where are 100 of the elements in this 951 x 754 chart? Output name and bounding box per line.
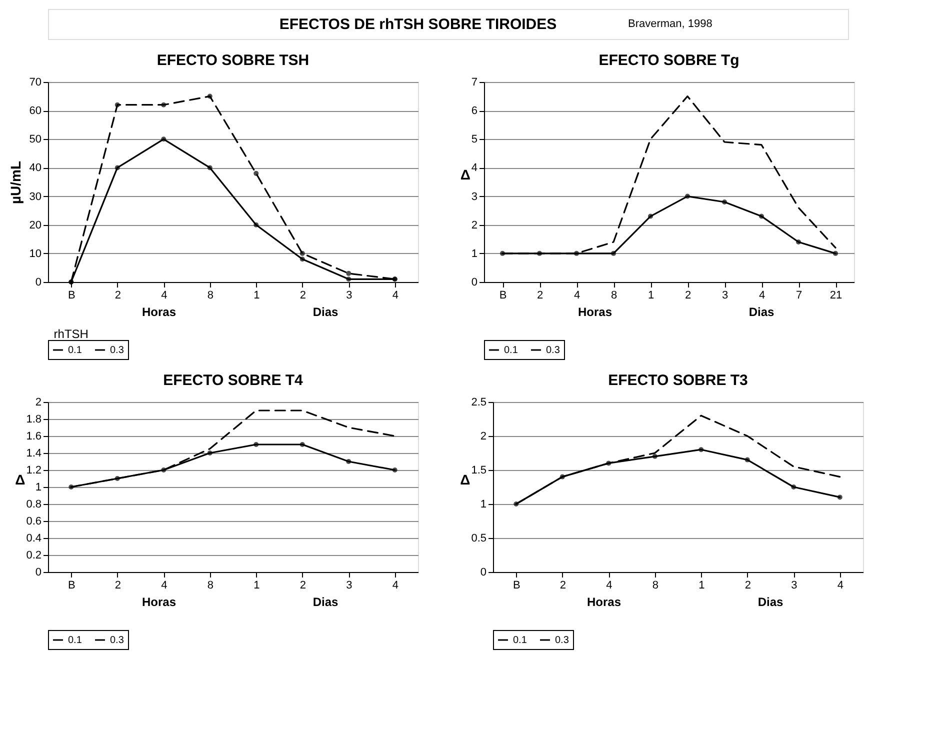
point bbox=[114, 165, 120, 170]
point bbox=[207, 165, 212, 170]
point bbox=[722, 200, 727, 204]
point bbox=[300, 442, 305, 447]
text: Dias bbox=[312, 595, 338, 609]
x-tick-label: 3 bbox=[346, 580, 352, 592]
y-axis-title: Δ bbox=[460, 166, 470, 182]
chart-title: EFECTO SOBRE T3 bbox=[608, 372, 748, 389]
legend-label: 0.3 bbox=[110, 635, 124, 646]
y-tick-label: 1 bbox=[480, 498, 486, 510]
y-tick-label: 0 bbox=[35, 276, 42, 288]
y-tick-label: 3 bbox=[471, 190, 478, 203]
y-axis-title: Δ bbox=[460, 472, 470, 488]
point bbox=[114, 102, 120, 108]
y-tick-label: 1.6 bbox=[26, 430, 42, 442]
point bbox=[161, 136, 166, 142]
x-tick-label: 8 bbox=[207, 290, 214, 302]
point bbox=[833, 250, 838, 256]
x-tick-label: 1 bbox=[254, 580, 260, 592]
point bbox=[759, 214, 764, 219]
point bbox=[300, 256, 305, 262]
point bbox=[698, 447, 704, 452]
x-tick-label: 4 bbox=[392, 580, 398, 592]
y-tick-label: 2 bbox=[480, 430, 486, 442]
text: rhTSH bbox=[54, 327, 88, 341]
point bbox=[346, 459, 352, 464]
text: Braverman, 1998 bbox=[628, 18, 712, 30]
point bbox=[652, 454, 658, 459]
point bbox=[685, 194, 690, 199]
y-tick-label: 0.8 bbox=[26, 498, 42, 510]
x-tick-label: 8 bbox=[652, 580, 658, 592]
y-tick-label: 2 bbox=[471, 219, 478, 232]
point bbox=[254, 442, 259, 447]
y-tick-label: 2 bbox=[35, 396, 42, 408]
x-tick-label: 8 bbox=[610, 290, 618, 302]
legend-label: 0.3 bbox=[110, 345, 124, 356]
x-tick-label: 4 bbox=[161, 580, 168, 592]
x-tick-label: 4 bbox=[574, 290, 580, 302]
x-tick-label: B bbox=[68, 580, 76, 592]
point bbox=[791, 484, 796, 490]
x-tick-label: 2 bbox=[744, 580, 751, 592]
chart-title: EFECTO SOBRE TSH bbox=[156, 52, 310, 69]
y-tick-label: 0 bbox=[35, 566, 42, 578]
point bbox=[254, 222, 259, 228]
point bbox=[346, 270, 352, 276]
y-tick-label: 0 bbox=[471, 276, 478, 288]
y-tick-label: 60 bbox=[29, 105, 42, 118]
x-tick-label: 3 bbox=[346, 290, 352, 302]
text: Dias bbox=[758, 595, 784, 609]
point bbox=[207, 450, 212, 456]
point bbox=[254, 170, 259, 176]
point bbox=[346, 276, 352, 282]
y-tick-label: 5 bbox=[471, 134, 478, 146]
x-tick-label: 4 bbox=[758, 290, 766, 302]
x-tick-label: 1 bbox=[648, 290, 654, 302]
y-tick-label: 30 bbox=[29, 190, 42, 203]
y-tick-label: 1 bbox=[35, 482, 42, 494]
y-tick-label: 0.4 bbox=[26, 532, 42, 544]
y-tick-label: 10 bbox=[29, 248, 42, 260]
text: Horas bbox=[142, 595, 176, 609]
x-tick-label: B bbox=[68, 290, 76, 302]
y-tick-label: 1.8 bbox=[26, 414, 42, 426]
y-tick-label: 0.2 bbox=[26, 550, 42, 562]
y-tick-label: 40 bbox=[29, 162, 42, 174]
y-tick-label: 1.5 bbox=[471, 464, 486, 476]
point bbox=[207, 94, 212, 99]
legend-label: 0.3 bbox=[555, 635, 570, 646]
legend-label: 0.1 bbox=[68, 345, 82, 356]
point bbox=[392, 276, 398, 282]
x-tick-label: 2 bbox=[684, 290, 692, 302]
point bbox=[744, 457, 750, 462]
x-tick-label: 2 bbox=[114, 580, 121, 592]
legend-label: 0.1 bbox=[68, 635, 82, 646]
y-tick-label: 1.2 bbox=[26, 464, 42, 476]
text: EFECTOS DE rhTSH SOBRE TIROIDES bbox=[279, 16, 557, 33]
point bbox=[837, 494, 842, 500]
y-tick-label: 1.4 bbox=[26, 448, 42, 460]
x-tick-label: 21 bbox=[830, 290, 842, 302]
point bbox=[648, 214, 653, 219]
y-tick-label: 2.5 bbox=[471, 396, 486, 408]
y-axis-title: Δ bbox=[15, 472, 26, 488]
y-tick-label: 0.5 bbox=[471, 532, 486, 544]
x-tick-label: 2 bbox=[300, 580, 306, 592]
x-tick-label: 3 bbox=[722, 290, 728, 302]
chart-title: EFECTO SOBRE Tg bbox=[598, 52, 740, 69]
legend-label: 0.3 bbox=[546, 345, 560, 356]
x-tick-label: 4 bbox=[837, 580, 844, 592]
x-tick-label: 1 bbox=[254, 290, 260, 302]
y-tick-label: 7 bbox=[471, 76, 478, 88]
y-tick-label: 4 bbox=[471, 162, 478, 174]
x-tick-label: B bbox=[499, 290, 507, 302]
y-tick-label: 1 bbox=[471, 248, 478, 260]
x-tick-label: 4 bbox=[161, 290, 168, 302]
x-tick-label: B bbox=[512, 580, 520, 592]
point bbox=[68, 280, 74, 284]
chart-title: EFECTO SOBRE T4 bbox=[163, 372, 304, 389]
x-tick-label: 2 bbox=[300, 290, 306, 302]
y-tick-label: 0 bbox=[480, 566, 486, 578]
point bbox=[796, 240, 801, 244]
point bbox=[611, 250, 616, 256]
